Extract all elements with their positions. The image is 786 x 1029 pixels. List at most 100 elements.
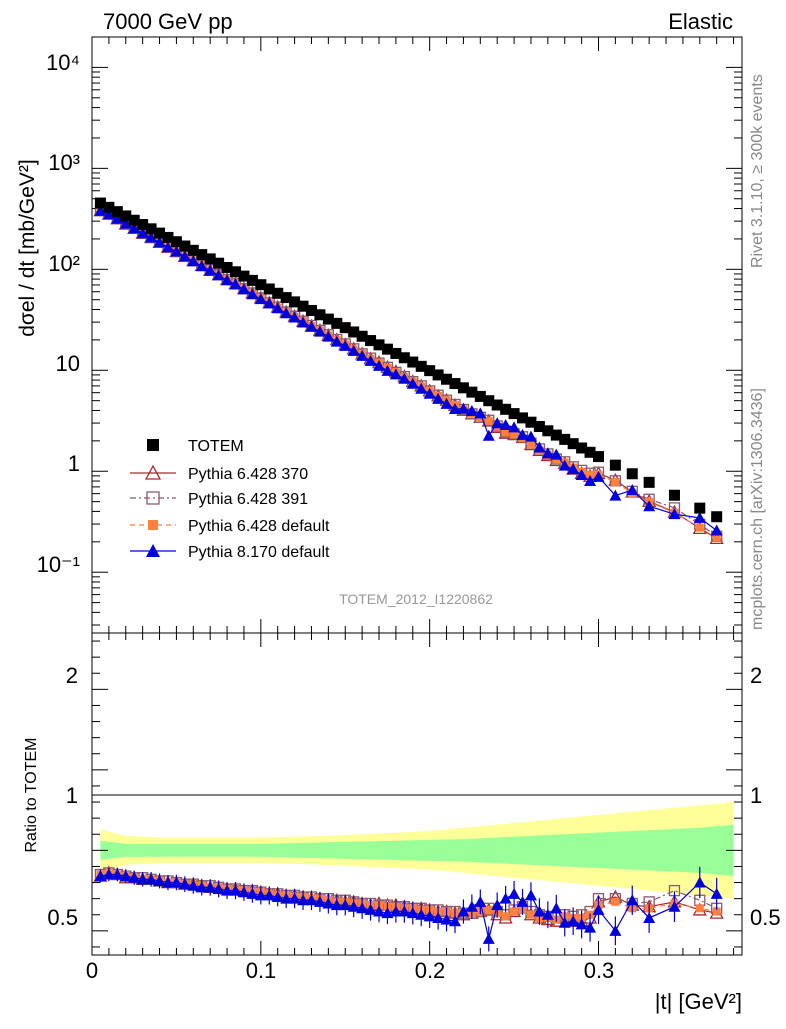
ratio-point-p8def: [347, 900, 360, 912]
ratio-point-p8def: [128, 871, 141, 883]
main-point-totem: [221, 262, 233, 274]
main-point-totem: [162, 231, 174, 243]
main-point-p8def: [330, 335, 343, 347]
ratio-point-p8def: [330, 899, 343, 911]
ratio-point-p8def: [693, 876, 706, 888]
main-ticks: [91, 36, 742, 633]
main-point-totem: [398, 352, 410, 364]
ratio-point-p8def: [516, 895, 529, 907]
main-point-p6def: [552, 455, 561, 464]
ratio-point-p8def: [195, 881, 208, 893]
ratio-point-p8def: [221, 884, 234, 896]
y-tick-1e3: 10³: [48, 150, 80, 175]
legend-marker-p370: [144, 464, 162, 480]
main-point-p8def: [297, 316, 310, 328]
ratio-point-p8def: [356, 902, 369, 914]
ratio-point-p8def: [271, 891, 284, 903]
main-point-totem: [584, 446, 596, 458]
main-point-p8def: [432, 392, 445, 404]
main-point-p8def: [668, 508, 681, 520]
main-point-p6def: [586, 470, 595, 479]
ratio-point-p8def: [288, 892, 301, 904]
main-point-totem: [170, 236, 182, 248]
ratio-point-p8def: [305, 894, 318, 906]
rivet-label: Rivet 3.1.10, ≥ 300k events: [749, 74, 766, 268]
y-tick-1e4: 10⁴: [46, 50, 80, 75]
y-tick-1e2: 10²: [48, 251, 80, 276]
main-point-p8def: [128, 222, 141, 234]
main-point-totem: [449, 378, 461, 390]
main-point-totem: [289, 296, 301, 308]
main-point-totem: [348, 326, 360, 338]
main-point-totem: [542, 425, 554, 437]
ratio-y-tick-0.5: 0.5: [47, 905, 78, 930]
ratio-point-p8def: [626, 894, 639, 906]
ratio-point-p8def: [170, 876, 183, 888]
y-tick-1: 1: [68, 451, 80, 476]
main-point-p8def: [161, 241, 174, 253]
main-point-totem: [441, 373, 453, 385]
ratio-point-p8def: [567, 915, 580, 927]
main-point-p8def: [145, 231, 158, 243]
main-point-p8def: [524, 430, 537, 442]
main-point-p6def: [484, 416, 493, 425]
ratio-point-p8def: [457, 905, 470, 917]
ratio-point-p8def: [339, 899, 352, 911]
main-point-totem: [483, 395, 495, 407]
main-point-p6def: [501, 428, 510, 437]
ratio-point-p8def: [153, 874, 166, 886]
main-point-totem: [466, 386, 478, 398]
ratio-point-p8def: [322, 897, 335, 909]
ratio-point-p8def: [381, 907, 394, 919]
main-point-totem: [626, 468, 638, 480]
main-point-totem: [381, 343, 393, 355]
ratio-point-p8def: [482, 932, 495, 944]
legend-label-p391: Pythia 6.428 391: [188, 491, 308, 508]
legend-label-p8def: Pythia 8.170 default: [188, 544, 330, 561]
main-y-axis-label: dσel / dt [mb/GeV²]: [16, 159, 39, 337]
main-point-p8def: [170, 245, 183, 257]
ratio-point-p8def: [204, 881, 217, 893]
x-axis-label: |t| [GeV²]: [655, 989, 742, 1014]
main-point-totem: [238, 270, 250, 282]
main-point-p8def: [516, 428, 529, 440]
main-point-p8def: [381, 364, 394, 376]
main-point-totem: [322, 313, 334, 325]
main-point-p8def: [221, 274, 234, 286]
main-point-p8def: [246, 288, 259, 300]
main-point-totem: [305, 304, 317, 316]
ratio-ticks: [91, 633, 742, 955]
main-point-totem: [339, 322, 351, 334]
main-point-p8def: [136, 227, 149, 239]
ratio-point-p8def: [465, 900, 478, 912]
main-point-p8def: [415, 382, 428, 394]
main-point-p8def: [195, 260, 208, 272]
ratio-point-p8def: [246, 887, 259, 899]
main-point-totem: [204, 253, 216, 265]
x-tick-0: 0: [86, 958, 98, 983]
main-point-p8def: [119, 217, 132, 229]
main-point-totem: [457, 382, 469, 394]
main-point-p6def: [695, 523, 704, 532]
ratio-point-p8def: [145, 873, 158, 885]
ratio-point-p8def: [136, 873, 149, 885]
ratio-point-p8def: [178, 878, 191, 890]
main-point-totem: [263, 283, 275, 295]
main-point-p8def: [575, 469, 588, 481]
ratio-point-p8def: [550, 902, 563, 914]
main-point-p8def: [457, 402, 470, 414]
ratio-y-tick-1-right: 1: [750, 783, 762, 808]
ratio-point-p8def: [643, 911, 656, 923]
main-point-totem: [314, 309, 326, 321]
ratio-y-tick-1: 1: [66, 783, 78, 808]
main-point-totem: [128, 214, 140, 226]
ratio-point-p8def: [541, 908, 554, 920]
main-point-totem: [356, 330, 368, 342]
ratio-point-p8def: [558, 916, 571, 928]
ratio-point-p8def: [187, 879, 200, 891]
legend-marker-p6def: [148, 520, 158, 530]
main-point-totem: [213, 257, 225, 269]
ratio-point-p8def: [389, 905, 402, 917]
ratio-point-p8def: [423, 910, 436, 922]
ratio-point-p8def: [592, 903, 605, 915]
